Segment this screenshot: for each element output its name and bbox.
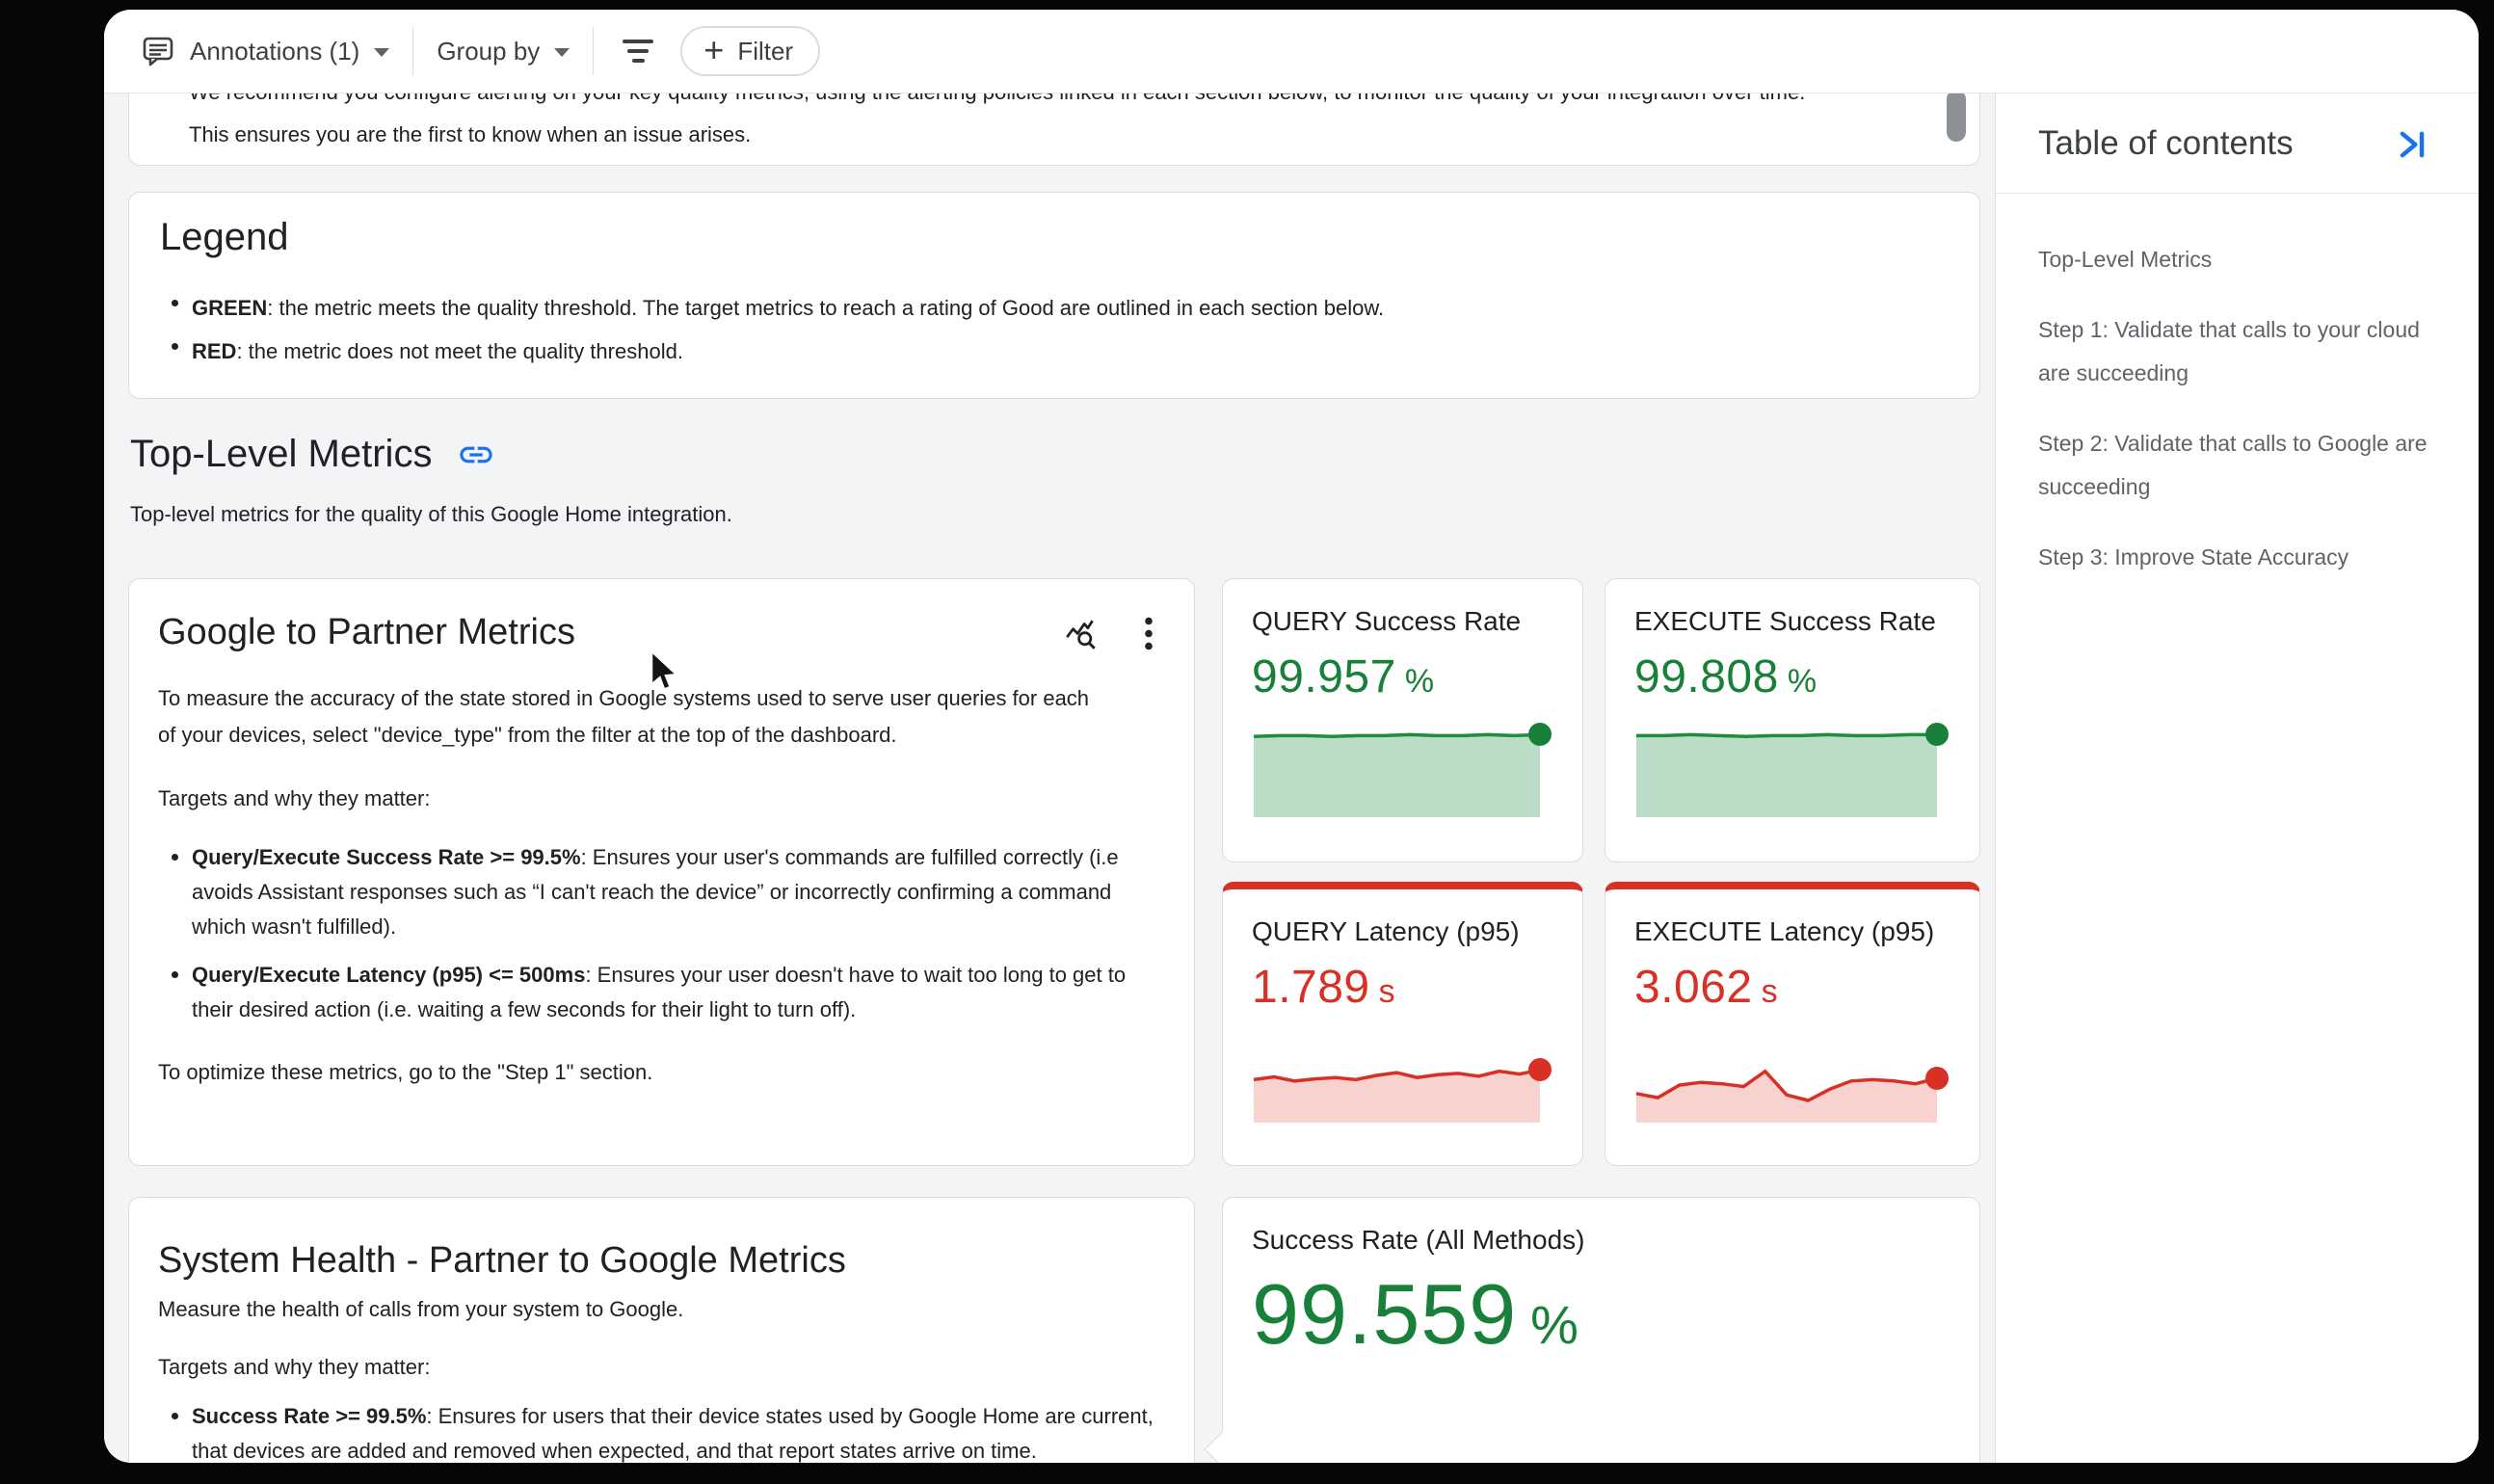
query-success-rate-card: QUERY Success Rate 99.957% xyxy=(1222,578,1583,862)
legend-title: Legend xyxy=(160,216,289,258)
link-icon[interactable] xyxy=(457,436,495,474)
filter-list-icon[interactable] xyxy=(623,40,654,63)
collapse-panel-icon[interactable] xyxy=(2394,126,2430,168)
toc-item[interactable]: Step 3: Improve State Accuracy xyxy=(2038,544,2349,570)
latest-point-dot xyxy=(1528,723,1552,747)
targets-label: Targets and why they matter: xyxy=(158,786,431,810)
scorecard-value: 99.808% xyxy=(1634,651,1817,702)
targets-list: Success Rate >= 99.5%: Ensures for users… xyxy=(158,1399,1160,1463)
scorecard-title: EXECUTE Latency (p95) xyxy=(1634,916,1935,946)
legend-list: GREEN: the metric meets the quality thre… xyxy=(160,286,1979,373)
query-latency-card: QUERY Latency (p95) 1.789 s xyxy=(1222,882,1583,1166)
bullet-item: Success Rate >= 99.5%: Ensures for users… xyxy=(172,1399,1160,1463)
plus-icon: + xyxy=(703,29,725,69)
section-subtitle: Top-level metrics for the quality of thi… xyxy=(130,502,732,526)
scorecard-value: 99.559% xyxy=(1252,1266,1579,1362)
targets-label: Targets and why they matter: xyxy=(158,1355,431,1379)
scrollbar-thumb[interactable] xyxy=(1947,93,1966,142)
targets-list: Query/Execute Success Rate >= 99.5%: Ens… xyxy=(158,840,1160,1027)
system-health-card: System Health - Partner to Google Metric… xyxy=(128,1197,1195,1463)
annotation-comment-icon xyxy=(141,34,175,68)
dashboard-window: Annotations (1) Group by + Filter We rec… xyxy=(104,10,2479,1463)
card-description: To measure the accuracy of the state sto… xyxy=(158,686,1090,747)
dashboard-content: We recommend you configure alerting on y… xyxy=(104,93,1995,1463)
latest-point-dot xyxy=(1925,723,1949,747)
bullet-item: Query/Execute Success Rate >= 99.5%: Ens… xyxy=(172,840,1160,944)
annotations-button[interactable]: Annotations (1) xyxy=(141,34,390,68)
google-to-partner-card: Google to Partner Metrics xyxy=(128,578,1195,1166)
execute-success-rate-card: EXECUTE Success Rate 99.808% xyxy=(1605,578,1980,862)
sparkline-chart xyxy=(1636,723,1949,817)
metrics-explorer-icon[interactable] xyxy=(1063,616,1100,652)
add-filter-button[interactable]: + Filter xyxy=(680,26,821,76)
sparkline-chart xyxy=(1254,723,1552,817)
latest-point-dot xyxy=(1528,1058,1552,1082)
card-description: Measure the health of calls from your sy… xyxy=(158,1297,684,1321)
latest-point-dot xyxy=(1925,1066,1949,1090)
bullet-item: Query/Execute Latency (p95) <= 500ms: En… xyxy=(172,958,1160,1027)
intro-text: We recommend you configure alerting on y… xyxy=(189,93,1805,146)
annotations-label: Annotations (1) xyxy=(190,36,360,66)
filter-label: Filter xyxy=(737,36,794,66)
toc-header: Table of contents xyxy=(1996,93,2479,194)
toc-item[interactable]: Top-Level Metrics xyxy=(2038,247,2213,272)
bullet-item: GREEN: the metric meets the quality thre… xyxy=(172,286,1979,330)
scorecard-value: 3.062 s xyxy=(1634,962,1779,1013)
card-notch xyxy=(1204,1431,1240,1463)
toolbar-divider xyxy=(412,27,414,75)
sparkline-chart xyxy=(1254,1053,1552,1123)
card-title: System Health - Partner to Google Metric… xyxy=(158,1240,846,1281)
table-of-contents-sidebar: Table of contents Top-Level Metrics Step … xyxy=(1995,93,2479,1463)
scorecard-title: QUERY Success Rate xyxy=(1252,606,1522,636)
toc-item[interactable]: Step 2: Validate that calls to Google ar… xyxy=(2038,431,2428,499)
legend-card: Legend GREEN: the metric meets the quali… xyxy=(128,192,1980,399)
toc-list: Top-Level Metrics Step 1: Validate that c… xyxy=(1996,194,2479,579)
group-by-button[interactable]: Group by xyxy=(437,37,570,66)
card-title: Google to Partner Metrics xyxy=(158,612,575,652)
scorecard-value: 99.957% xyxy=(1252,651,1435,702)
toolbar: Annotations (1) Group by + Filter xyxy=(104,10,2479,93)
scorecard-title: Success Rate (All Methods) xyxy=(1252,1225,1585,1255)
scorecard-title: EXECUTE Success Rate xyxy=(1634,606,1936,636)
section-title: Top-Level Metrics xyxy=(130,433,433,475)
more-options-icon[interactable] xyxy=(1144,616,1154,652)
sparkline-chart xyxy=(1636,1053,1949,1123)
chevron-down-icon xyxy=(554,48,570,57)
card-footer-note: To optimize these metrics, go to the "St… xyxy=(158,1060,653,1084)
chevron-down-icon xyxy=(374,48,390,57)
success-rate-all-methods-card: Success Rate (All Methods) 99.559% xyxy=(1204,1197,1980,1463)
intro-card: We recommend you configure alerting on y… xyxy=(128,93,1980,166)
group-by-label: Group by xyxy=(437,36,541,66)
toc-title: Table of contents xyxy=(2038,123,2294,162)
scorecard-title: QUERY Latency (p95) xyxy=(1252,916,1520,946)
bullet-item: RED: the metric does not meet the qualit… xyxy=(172,330,1979,373)
execute-latency-card: EXECUTE Latency (p95) 3.062 s xyxy=(1605,882,1980,1166)
top-level-metrics-heading-row: Top-Level Metrics xyxy=(130,433,495,476)
scorecard-value: 1.789 s xyxy=(1252,962,1396,1013)
toolbar-divider xyxy=(593,27,595,75)
toc-item[interactable]: Step 1: Validate that calls to your clou… xyxy=(2038,317,2420,385)
